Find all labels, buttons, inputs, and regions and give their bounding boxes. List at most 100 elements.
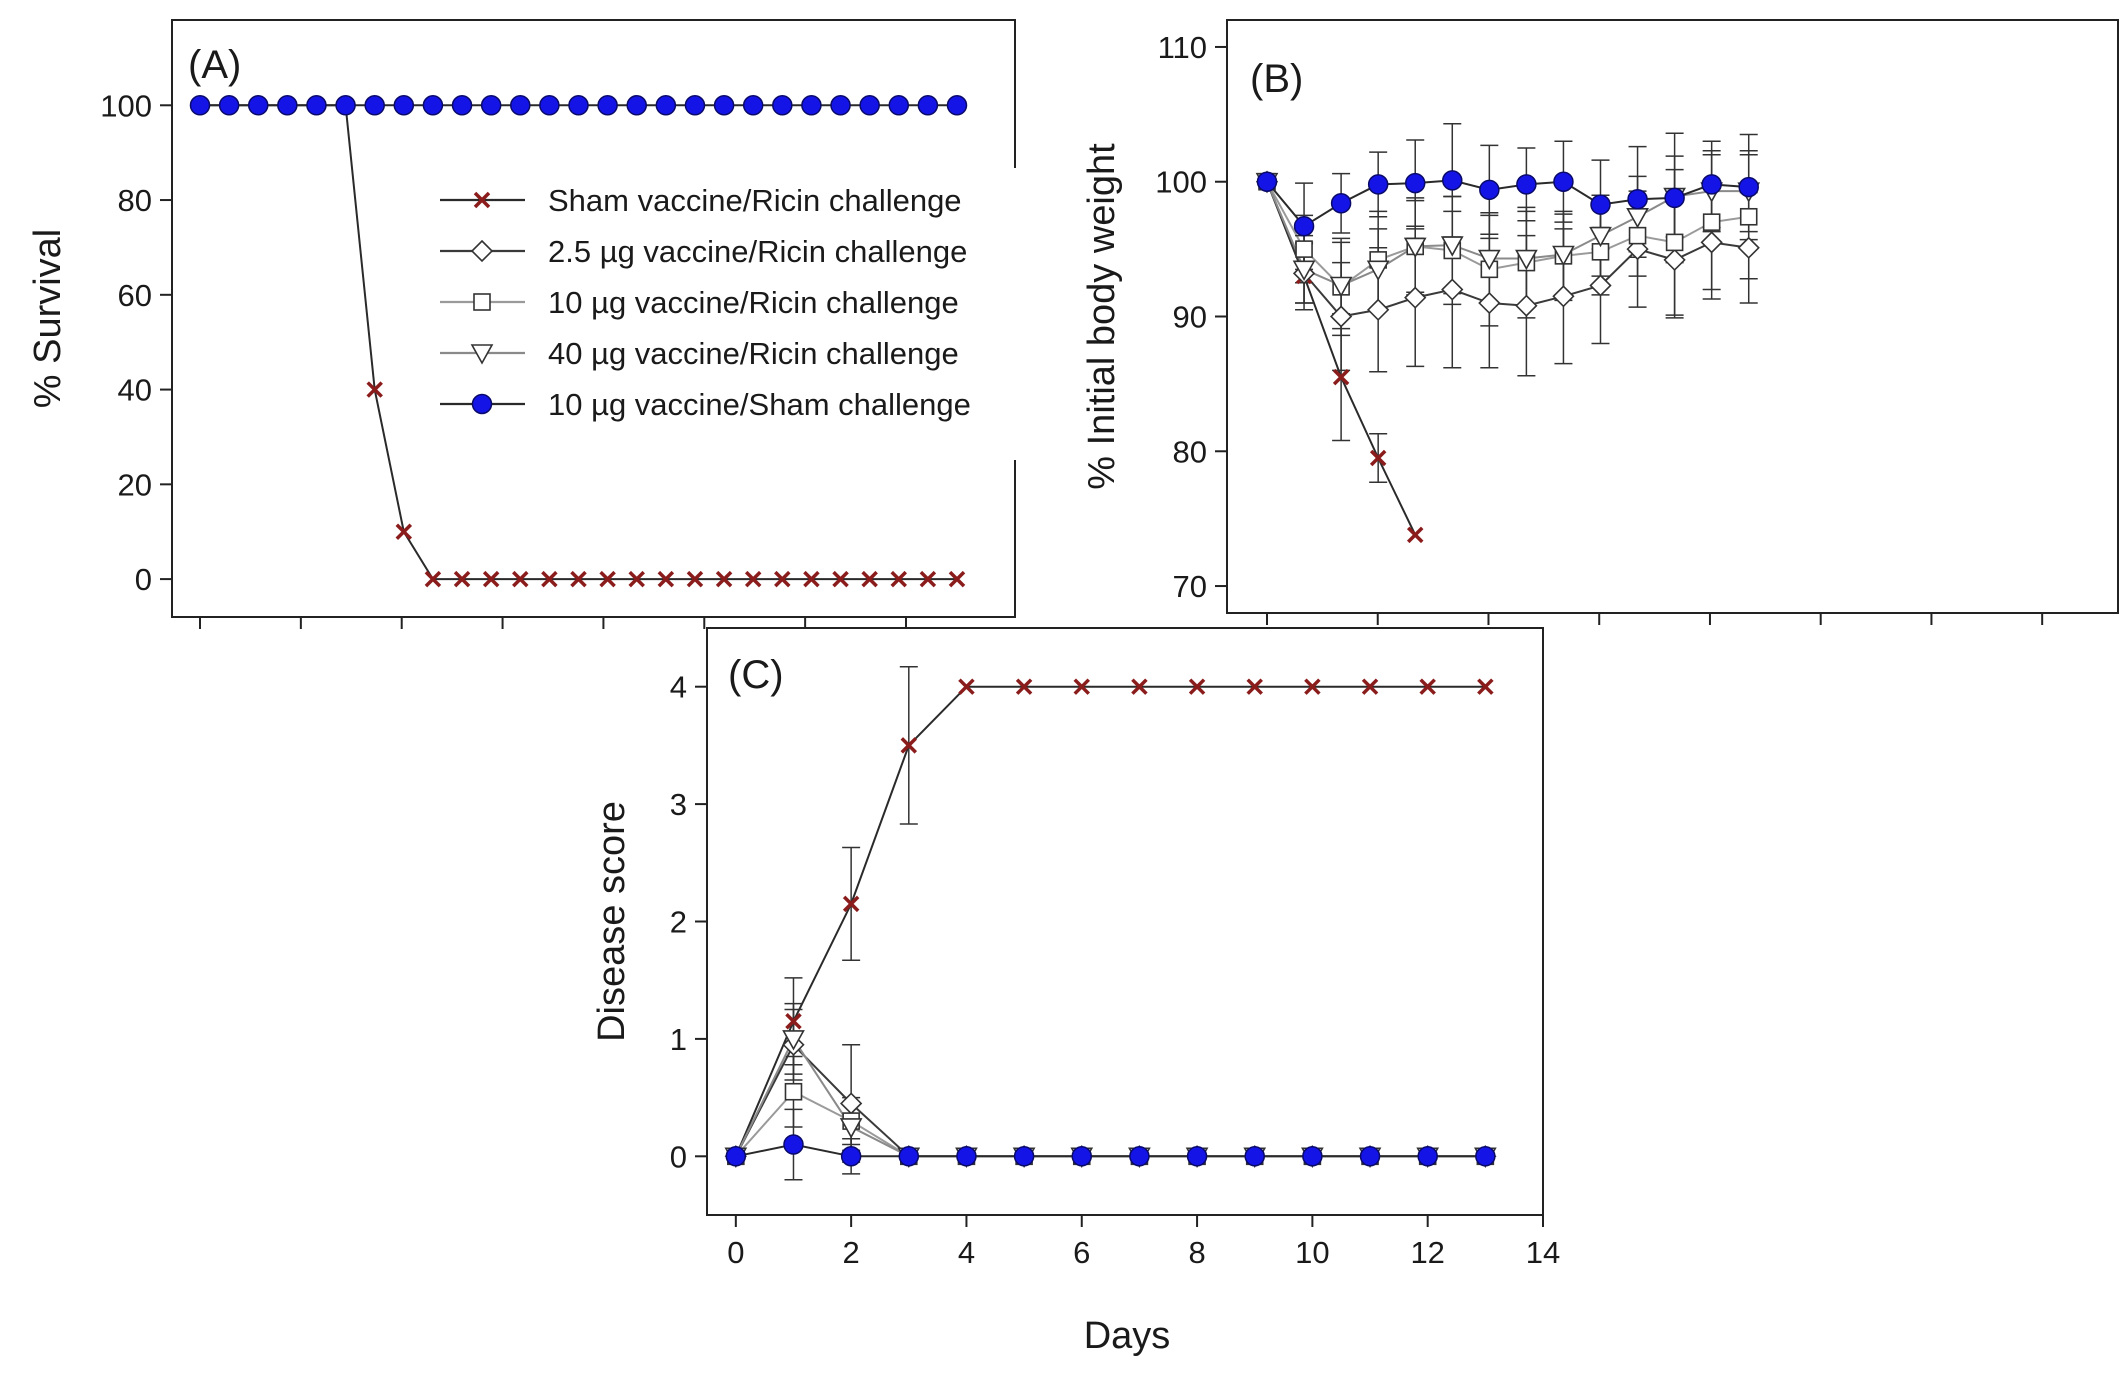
data-point — [1295, 240, 1313, 258]
panel-b: 70 80 90 100 110 % Initial body weight (B) — [1081, 19, 2119, 625]
data-point — [1516, 174, 1537, 195]
marker-stroke — [774, 570, 791, 588]
data-point — [1186, 1146, 1208, 1167]
data-point — [946, 95, 968, 116]
data-point — [1626, 207, 1649, 229]
marker-stroke — [1406, 526, 1424, 544]
marker-stroke — [785, 1013, 802, 1030]
marker-stroke — [958, 678, 975, 695]
data-point — [1702, 213, 1721, 231]
marker-stroke — [1369, 449, 1387, 467]
data-point — [422, 95, 444, 116]
legend-entry-label: Sham vaccine/Ricin challenge — [548, 183, 962, 218]
data-point — [482, 570, 500, 588]
marker-stroke — [1015, 678, 1033, 695]
panel-a: 0 20 40 60 80 100 % Survival (A) Sham vaccine/Ri… — [27, 19, 1060, 629]
data-point — [784, 1082, 803, 1101]
y-tick-label: 70 — [1173, 569, 1207, 604]
data-point — [1013, 1146, 1035, 1167]
data-point — [1071, 1146, 1093, 1167]
y-tick-label: 100 — [100, 88, 152, 123]
data-point — [1129, 1146, 1150, 1167]
data-point — [335, 95, 356, 116]
data-point — [393, 95, 415, 116]
data-point — [783, 1134, 804, 1155]
legend-marker — [470, 239, 494, 263]
data-point — [1700, 231, 1723, 254]
data-point — [1188, 678, 1206, 695]
y-tick-label: 2 — [670, 905, 687, 940]
data-point — [1366, 260, 1390, 281]
marker-stroke — [628, 570, 645, 588]
data-point — [898, 1146, 920, 1167]
data-point — [364, 95, 385, 116]
data-point — [1552, 245, 1575, 267]
marker-stroke — [424, 570, 442, 588]
data-point — [1737, 236, 1760, 259]
data-point — [424, 570, 442, 588]
data-point — [1441, 278, 1464, 301]
marker-stroke — [599, 570, 616, 588]
data-point — [1246, 678, 1263, 695]
data-point — [900, 737, 918, 754]
data-point — [451, 95, 473, 116]
marker-stroke — [366, 381, 383, 398]
marker-stroke — [1419, 678, 1436, 695]
y-tick-label: 100 — [1155, 165, 1207, 200]
marker-stroke — [1332, 368, 1350, 386]
data-point — [1403, 237, 1427, 259]
marker-stroke — [1477, 678, 1494, 695]
data-point — [1475, 1146, 1496, 1167]
data-point — [453, 570, 471, 588]
data-point — [1478, 291, 1501, 315]
data-point — [774, 570, 791, 588]
marker-stroke — [861, 570, 878, 588]
series-line — [734, 685, 1486, 1157]
data-point — [1131, 678, 1148, 695]
data-point — [1515, 249, 1538, 271]
data-point — [247, 95, 269, 116]
data-point — [1589, 274, 1612, 297]
data-point — [512, 570, 529, 588]
y-tick-label: 110 — [1158, 30, 1207, 65]
legend-marker — [473, 191, 491, 209]
legend-entry-label: 10 µg vaccine/Sham challenge — [548, 387, 971, 422]
data-point — [801, 95, 822, 116]
data-point — [1406, 526, 1424, 544]
data-point — [1664, 187, 1685, 209]
marker-stroke — [1304, 678, 1321, 695]
legend-entry-label: 10 µg vaccine/Ricin challenge — [548, 285, 959, 320]
y-axis-title: % Survival — [27, 229, 69, 409]
data-point — [1304, 678, 1321, 695]
data-point — [1361, 678, 1379, 695]
data-point — [839, 1118, 863, 1139]
data-point — [725, 1146, 747, 1167]
data-point — [842, 895, 860, 913]
y-axis-title: % Initial body weight — [1081, 143, 1123, 490]
y-tick-label: 40 — [118, 373, 152, 408]
x-axis-title-days: Days — [1084, 1315, 1171, 1357]
data-point — [830, 95, 851, 116]
data-point — [890, 570, 908, 588]
marker-stroke — [842, 895, 860, 913]
data-point — [948, 570, 966, 588]
data-point — [1369, 449, 1387, 467]
data-point — [597, 95, 618, 116]
data-point — [840, 1146, 862, 1167]
data-point — [1329, 276, 1353, 298]
y-tick-label: 80 — [1173, 434, 1207, 469]
plot-frame — [706, 627, 1544, 1216]
marker-stroke — [744, 570, 762, 588]
data-point — [1417, 1146, 1438, 1167]
data-point — [1330, 193, 1352, 214]
data-point — [1553, 171, 1574, 192]
marker-stroke — [570, 570, 587, 588]
y-tick-label: 0 — [670, 1139, 687, 1174]
y-tick-label: 60 — [118, 278, 152, 313]
data-point — [1665, 233, 1684, 252]
data-point — [1701, 174, 1722, 195]
marker-stroke — [832, 570, 849, 588]
plot-frame — [1226, 19, 2119, 614]
data-point — [1477, 249, 1501, 271]
